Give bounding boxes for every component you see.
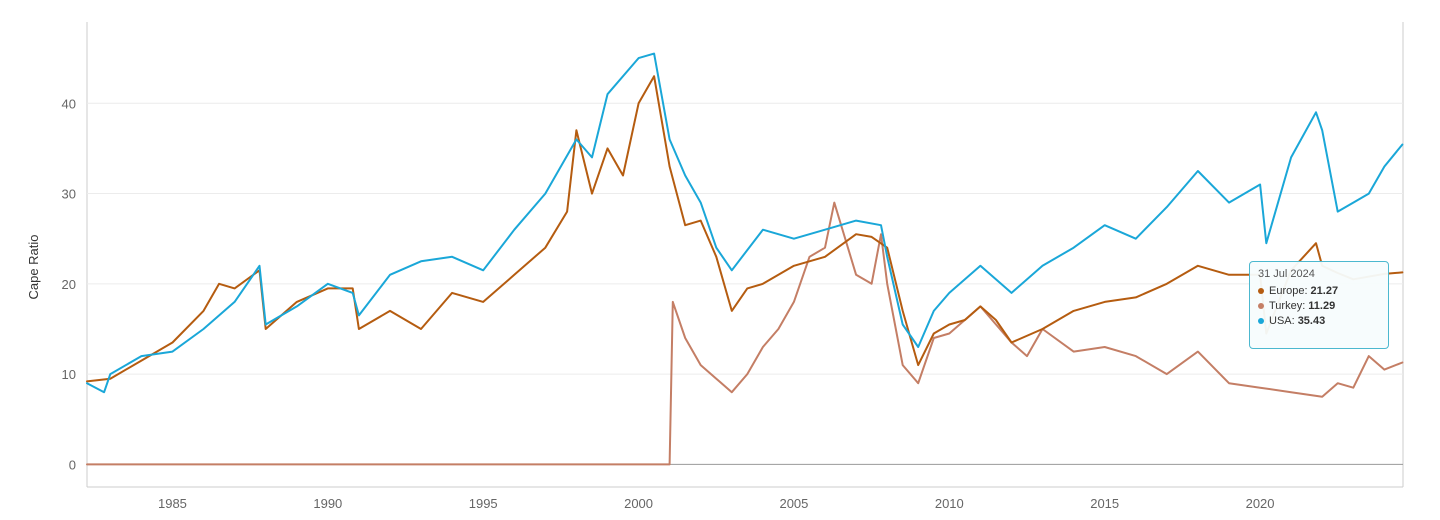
tooltip-date: 31 Jul 2024	[1258, 268, 1315, 280]
x-tick-label: 2020	[1246, 496, 1275, 511]
y-tick-label: 10	[62, 367, 76, 382]
tooltip-label-usa: USA:	[1269, 315, 1295, 327]
tooltip-value-europe: 21.27	[1310, 285, 1339, 297]
x-tick-label: 1985	[158, 496, 187, 511]
x-tick-label: 2015	[1090, 496, 1119, 511]
tooltip-label-turkey: Turkey:	[1269, 300, 1306, 312]
tooltip-row-usa: USA: 35.43	[1258, 315, 1380, 327]
grid-layer	[87, 102, 1403, 465]
y-tick-label: 30	[62, 187, 76, 202]
x-tick-label: 2010	[935, 496, 964, 511]
tooltip-row-europe: Europe: 21.27	[1258, 285, 1380, 297]
tick-labels: 0 10 20 30 40 1985 1990 1995 2000 2005 2010 2015 202…	[62, 96, 1275, 511]
x-tick-label: 2005	[779, 496, 808, 511]
tooltip-row-turkey: Turkey: 11.29	[1258, 300, 1380, 312]
series-line-usa	[86, 52, 1404, 394]
tooltip-value-turkey: 11.29	[1308, 300, 1336, 312]
y-tick-label: 0	[69, 457, 76, 472]
x-tick-label: 2000	[624, 496, 653, 511]
x-tick-label: 1990	[313, 496, 342, 511]
y-tick-label: 40	[62, 96, 76, 111]
y-axis-title: Cape Ratio	[26, 234, 41, 299]
europe-legend-dot-icon	[1258, 288, 1264, 294]
tooltip-label-europe: Europe:	[1269, 285, 1308, 297]
y-tick-label: 20	[62, 277, 76, 292]
series-line-europe	[86, 75, 1404, 383]
x-tick-label: 1995	[469, 496, 498, 511]
series-layer	[86, 52, 1404, 466]
turkey-legend-dot-icon	[1258, 303, 1264, 309]
series-line-turkey	[86, 201, 1404, 466]
hover-tooltip: 31 Jul 2024 Europe: 21.27 Turkey: 11.29 …	[1249, 261, 1389, 349]
tooltip-value-usa: 35.43	[1297, 315, 1326, 327]
usa-legend-dot-icon	[1258, 318, 1264, 324]
